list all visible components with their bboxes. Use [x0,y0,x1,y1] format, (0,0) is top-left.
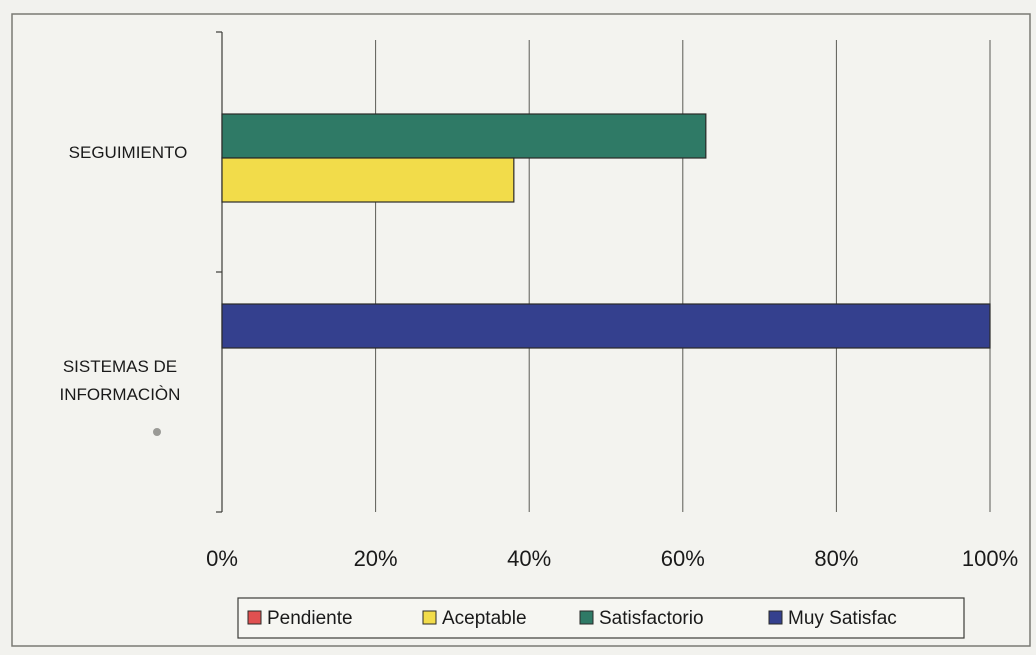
x-tick-label: 0% [206,546,238,571]
labels: 0% 20% 40% 60% 80% 100% SEGUIMIENTO SISTEMAS DE… [60,143,1019,571]
legend: Pendiente Aceptable Satisfactorio Muy Satis… [237,597,965,639]
legend-label: Muy Satisfac [788,608,897,629]
legend-label: Aceptable [442,608,527,629]
category-label: INFORMACIÒN [60,385,181,404]
axes [216,31,223,513]
legend-swatch [422,610,437,625]
legend-swatch [768,610,783,625]
x-tick-label: 60% [661,546,705,571]
category-label: SISTEMAS DE [63,357,177,376]
bars [221,113,991,349]
scan-dot [153,428,161,436]
legend-label: Pendiente [267,608,353,629]
bar-satisfactorio [221,113,707,159]
bar-aceptable [221,157,515,203]
legend-swatch [247,610,262,625]
x-tick-label: 100% [962,546,1018,571]
x-tick-label: 20% [354,546,398,571]
x-tick-label: 40% [507,546,551,571]
legend-label: Satisfactorio [599,608,704,629]
bar-muy-satisfac [221,303,991,349]
legend-box [237,597,965,639]
category-label: SEGUIMIENTO [69,143,188,162]
x-tick-label: 80% [814,546,858,571]
legend-swatch [579,610,594,625]
